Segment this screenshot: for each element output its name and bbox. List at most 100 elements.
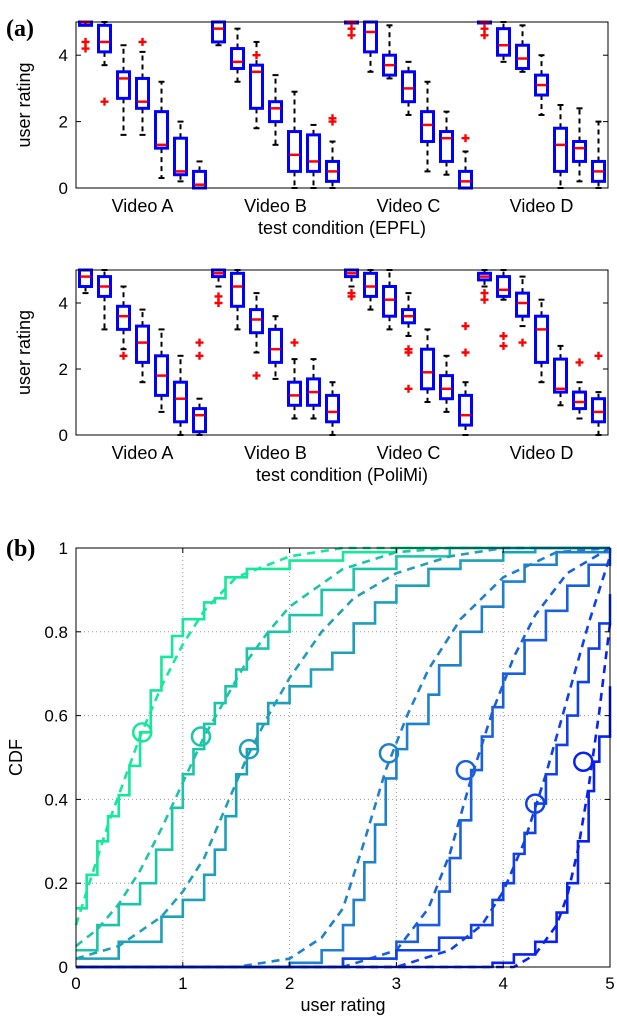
box-iqr (173, 136, 188, 177)
box-iqr (458, 393, 473, 427)
outlier-marker (461, 348, 470, 357)
x-category-label: Video B (244, 196, 307, 216)
box (572, 107, 587, 183)
cdf-series (75, 546, 610, 952)
x-tick-label: 1 (178, 974, 187, 993)
box (154, 80, 169, 180)
y-tick-label: 0.4 (44, 790, 68, 809)
axes-frame (75, 21, 609, 189)
box-iqr (116, 304, 131, 331)
x-tick-label: 3 (392, 974, 401, 993)
box-iqr (401, 70, 416, 104)
axes-frame (75, 547, 611, 968)
x-tick-label: 0 (71, 974, 80, 993)
panel-label-b: (b) (6, 536, 35, 562)
cdf-series (76, 555, 612, 969)
box (534, 54, 549, 116)
empirical-cdf-line (76, 594, 612, 969)
box (230, 269, 245, 331)
empirical-cdf-line (76, 548, 612, 969)
fitted-cdf-line (76, 623, 612, 969)
box (382, 269, 397, 331)
y-tick-label: 4 (59, 46, 68, 65)
box (477, 20, 492, 40)
box (496, 269, 511, 350)
box-iqr (401, 308, 416, 325)
box (439, 110, 454, 176)
outlier-marker (404, 384, 413, 393)
mean-marker (190, 726, 212, 747)
box (401, 292, 416, 393)
box (192, 160, 207, 190)
box (173, 120, 188, 183)
fitted-cdf-line (76, 546, 611, 969)
box (344, 20, 359, 40)
box-iqr (496, 275, 511, 298)
x-category-label: Video D (510, 443, 574, 463)
box (287, 338, 302, 420)
outlier-marker (499, 332, 508, 340)
outlier-marker (119, 351, 128, 360)
box-iqr (534, 73, 549, 97)
outlier-marker (575, 358, 584, 367)
outlier-marker (499, 341, 508, 350)
outlier-marker (347, 31, 356, 40)
box-iqr (325, 393, 340, 424)
box-iqr (439, 130, 454, 163)
box-iqr (173, 380, 188, 424)
empirical-cdf-line (76, 546, 610, 960)
mean-marker (524, 793, 546, 814)
box-iqr (249, 63, 264, 110)
fitted-cdf-line (76, 546, 611, 969)
box-iqr (363, 271, 378, 298)
x-category-label: Video A (112, 196, 174, 216)
box-iqr (572, 140, 587, 163)
cdf-plot: 0 1 2 3 4 5 0 0.2 0.4 0.6 0.8 1 user rating CDF (6, 539, 615, 1015)
box-iqr (534, 314, 549, 364)
box-iqr (439, 374, 454, 401)
box (325, 381, 340, 436)
box-iqr (230, 47, 245, 70)
box-iqr (192, 407, 207, 434)
box-iqr (154, 354, 169, 397)
outlier-marker (461, 322, 470, 331)
fitted-cdf-line (74, 546, 610, 926)
box-iqr (135, 76, 150, 110)
box-iqr (363, 20, 378, 54)
box (591, 120, 606, 189)
y-axis-title: user rating (14, 62, 34, 147)
y-tick-label: 2 (59, 113, 68, 132)
box-iqr (420, 347, 435, 391)
empirical-cdf-line (76, 546, 610, 952)
box-iqr (553, 126, 568, 173)
outlier-marker (328, 117, 337, 126)
box (230, 27, 245, 83)
box-iqr (496, 27, 511, 57)
box (515, 275, 530, 347)
outlier-marker (100, 97, 109, 106)
mean-marker (238, 738, 260, 760)
box (78, 20, 93, 53)
outlier-marker (195, 351, 204, 360)
mean-marker (131, 722, 153, 743)
box (553, 104, 568, 189)
box-iqr (591, 397, 606, 424)
box-iqr (572, 390, 587, 411)
box (211, 20, 226, 47)
box-iqr (249, 308, 264, 335)
box-iqr (477, 271, 492, 282)
x-category-label: Video C (377, 196, 441, 216)
outlier-marker (252, 371, 261, 380)
y-tick-label: 0 (59, 426, 68, 445)
box-iqr (591, 159, 606, 183)
y-tick-label: 0.6 (44, 707, 68, 726)
x-category-label: Video D (510, 196, 574, 216)
box (420, 328, 435, 403)
box-iqr (306, 133, 321, 173)
box-iqr (515, 43, 530, 70)
empirical-cdf-line (76, 546, 610, 910)
box-iqr (287, 380, 302, 407)
empirical-cdf-line (76, 548, 612, 969)
boxplot-polimi: 0 2 4 Video A Video B Video C Video D test cond… (14, 268, 609, 485)
